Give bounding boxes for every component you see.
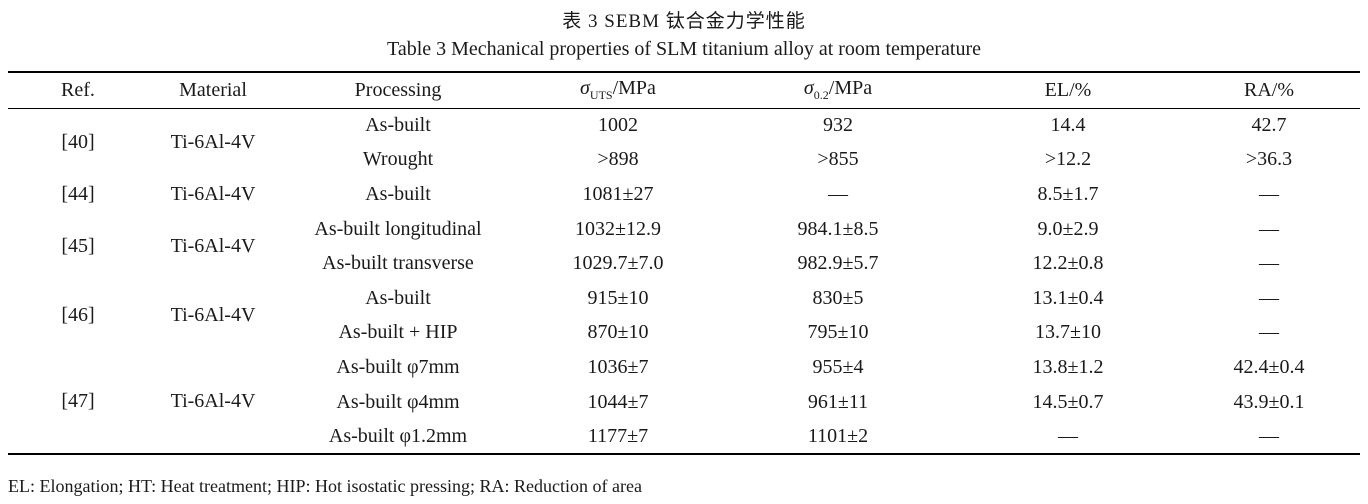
elongation-cell: — — [1058, 424, 1078, 447]
mechanical-properties-table: Ref. Material Processing σUTS/MPa σ0.2/M… — [8, 71, 1360, 455]
table-row: As-built transverse 1029.7±7.0 982.9±5.7… — [8, 246, 1360, 281]
uts-cell: 1032±12.9 — [575, 217, 661, 240]
uts-cell: 1044±7 — [587, 390, 649, 413]
uts-unit: /MPa — [612, 77, 656, 100]
elongation-cell: 9.0±2.9 — [1037, 217, 1099, 240]
processing-cell: As-built φ1.2mm — [328, 424, 468, 447]
elongation-cell: >12.2 — [1044, 148, 1092, 171]
table-row: Wrought >898 >855 >12.2 >36.3 — [8, 143, 1360, 178]
uts-cell: 870±10 — [587, 321, 649, 344]
table-row: As-built φ4mm 1044±7 961±11 14.5±0.7 43.… — [8, 385, 1360, 420]
yield-cell: 984.1±8.5 — [797, 217, 879, 240]
elongation-cell: 14.5±0.7 — [1032, 390, 1104, 413]
uts-cell: 1081±27 — [582, 182, 654, 205]
reduction-area-cell: 43.9±0.1 — [1233, 390, 1305, 413]
elongation-cell: 8.5±1.7 — [1037, 182, 1099, 205]
processing-cell: As-built longitudinal — [314, 217, 482, 240]
reduction-area-cell: — — [1259, 321, 1279, 344]
uts-subscript: UTS — [589, 88, 613, 103]
processing-cell: As-built + HIP — [338, 321, 458, 344]
yield-cell: 830±5 — [812, 286, 864, 309]
table-row: As-built + HIP 870±10 795±10 13.7±10 — — [8, 316, 1360, 351]
yield-cell: >855 — [817, 148, 859, 171]
yield-cell: 982.9±5.7 — [797, 252, 879, 275]
uts-cell: 1029.7±7.0 — [572, 252, 664, 275]
yield-cell: 932 — [823, 114, 853, 137]
header-ref: Ref. — [61, 78, 95, 101]
table-row: As-built φ1.2mm 1177±7 1101±2 — — — [8, 419, 1360, 454]
table-row: [44] Ti-6Al-4V As-built 1081±27 — 8.5±1.… — [8, 177, 1360, 212]
processing-cell: As-built — [365, 114, 431, 137]
header-yield: σ0.2/MPa — [718, 72, 958, 108]
yield-cell: 955±4 — [812, 355, 864, 378]
processing-cell: Wrought — [362, 148, 434, 171]
table-footnote: EL: Elongation; HT: Heat treatment; HIP:… — [8, 476, 642, 496]
ref-cell: [47] — [61, 390, 95, 413]
material-cell: Ti-6Al-4V — [170, 182, 256, 205]
elongation-cell: 13.7±10 — [1035, 321, 1101, 344]
material-cell: Ti-6Al-4V — [170, 304, 256, 327]
uts-cell: 1036±7 — [587, 355, 649, 378]
table-row: [45] Ti-6Al-4V As-built longitudinal 103… — [8, 212, 1360, 257]
uts-cell: >898 — [597, 148, 639, 171]
elongation-cell: 14.4 — [1050, 114, 1086, 137]
processing-cell: As-built — [365, 182, 431, 205]
table-caption-chinese: 表 3 SEBM 钛合金力学性能 — [562, 11, 806, 32]
table-row: [40] Ti-6Al-4V As-built 1002 932 14.4 42… — [8, 108, 1360, 153]
yield-symbol: σ — [803, 77, 814, 100]
material-cell: Ti-6Al-4V — [170, 131, 256, 154]
table-row: [46] Ti-6Al-4V As-built 915±10 830±5 13.… — [8, 281, 1360, 326]
processing-cell: As-built φ4mm — [336, 390, 460, 413]
yield-cell: 795±10 — [807, 321, 869, 344]
material-cell: Ti-6Al-4V — [170, 234, 256, 257]
reduction-area-cell: — — [1259, 286, 1279, 309]
reduction-area-cell: >36.3 — [1245, 148, 1293, 171]
header-uts: σUTS/MPa — [518, 72, 718, 108]
ref-cell: [44] — [61, 182, 95, 205]
reduction-area-cell: 42.7 — [1251, 114, 1287, 137]
header-row: Ref. Material Processing σUTS/MPa σ0.2/M… — [8, 72, 1360, 108]
reduction-area-cell: — — [1259, 217, 1279, 240]
reduction-area-cell: 42.4±0.4 — [1233, 355, 1305, 378]
processing-cell: As-built φ7mm — [336, 355, 460, 378]
ref-cell: [40] — [61, 131, 95, 154]
ref-cell: [46] — [61, 304, 95, 327]
table-caption-english: Table 3 Mechanical properties of SLM tit… — [387, 38, 981, 60]
processing-cell: As-built — [365, 286, 431, 309]
reduction-area-cell: — — [1259, 424, 1279, 447]
header-reduction-area: RA/% — [1244, 78, 1294, 101]
yield-unit: /MPa — [828, 77, 873, 100]
uts-cell: 1002 — [598, 114, 638, 137]
material-cell: Ti-6Al-4V — [170, 390, 256, 413]
elongation-cell: 12.2±0.8 — [1032, 252, 1104, 275]
reduction-area-cell: — — [1259, 252, 1279, 275]
processing-cell: As-built transverse — [322, 252, 474, 275]
yield-subscript: 0.2 — [813, 88, 829, 103]
yield-cell: — — [828, 182, 848, 205]
header-processing: Processing — [354, 78, 442, 101]
elongation-cell: 13.8±1.2 — [1032, 355, 1104, 378]
ref-cell: [45] — [61, 234, 95, 257]
uts-cell: 1177±7 — [587, 424, 649, 447]
reduction-area-cell: — — [1259, 182, 1279, 205]
yield-cell: 961±11 — [807, 390, 869, 413]
table-row: [47] Ti-6Al-4V As-built φ7mm 1036±7 955±… — [8, 350, 1360, 412]
header-elongation: EL/% — [1044, 78, 1092, 101]
uts-cell: 915±10 — [587, 286, 649, 309]
yield-cell: 1101±2 — [807, 424, 869, 447]
elongation-cell: 13.1±0.4 — [1032, 286, 1104, 309]
header-material: Material — [179, 78, 247, 101]
uts-symbol: σ — [580, 77, 590, 100]
